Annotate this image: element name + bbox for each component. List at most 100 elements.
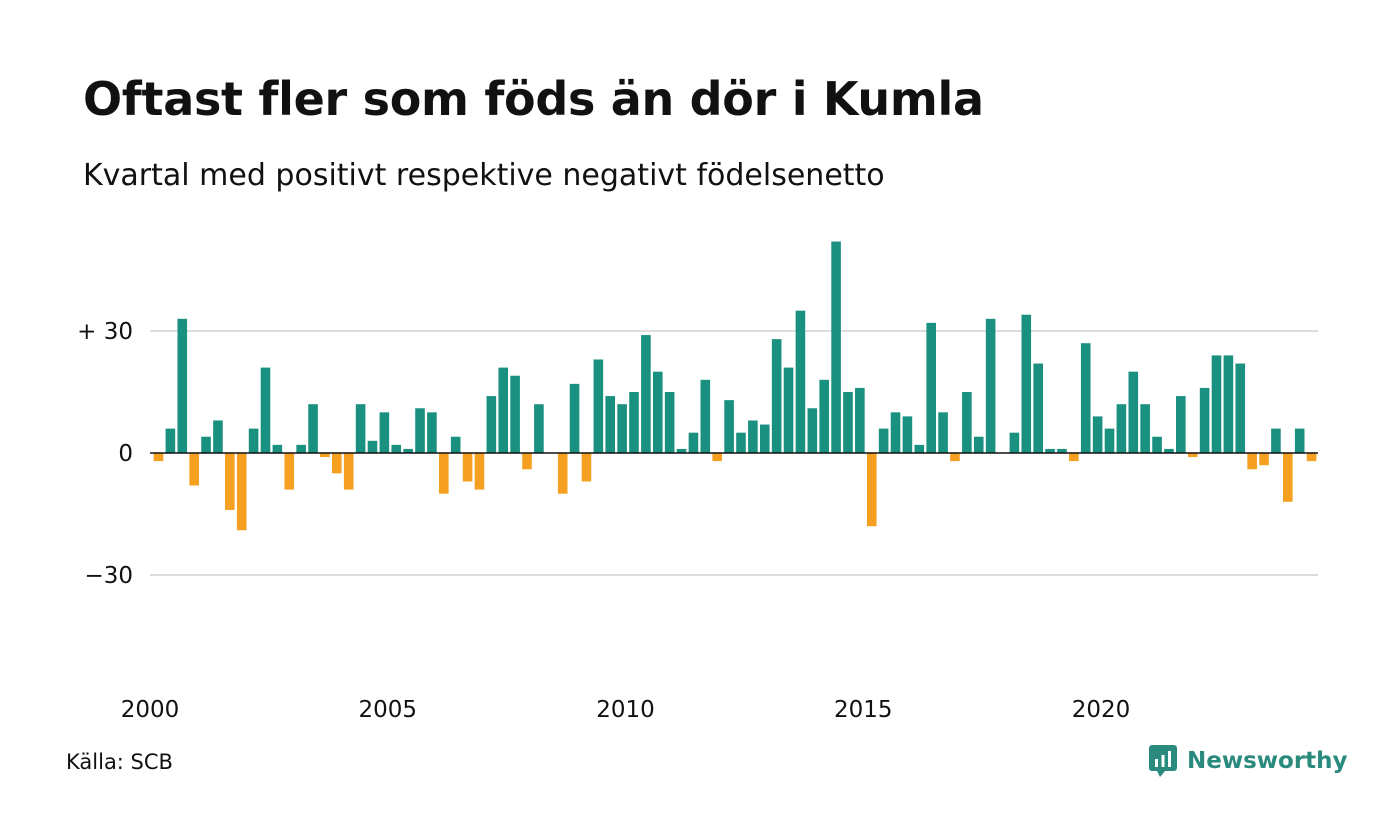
bar-2020K2 [1116,404,1127,453]
bar-2019K3 [1080,343,1091,453]
bar-2017K1 [962,392,972,453]
bar-2007K1 [486,396,497,453]
bar-2013K1 [771,339,782,453]
bar-2002K2 [260,367,271,453]
bar-2018K2 [1021,314,1032,453]
bar-2006K3 [462,453,473,482]
bar-2019K1 [1057,448,1067,453]
x-tick-label: 2015 [834,697,893,723]
bar-2016K2 [926,322,936,453]
bar-2016K3 [938,412,948,453]
bar-2022K3 [1223,355,1234,453]
bar-2003K3 [320,453,330,458]
bar-2016K1 [914,444,925,453]
bar-2020K3 [1128,371,1139,453]
bar-2012K3 [748,420,758,453]
x-axis-ticks: 2000 2005 2010 2015 2020 [121,697,1131,723]
bar-2006K4 [474,453,485,490]
bar-2022K1 [1199,387,1210,453]
bar-2009K1 [581,453,592,482]
bar-2009K4 [617,404,627,453]
bar-2000K2 [165,428,176,453]
bar-2000K1 [153,453,164,462]
bar-2005K1 [391,444,402,453]
bar-2003K4 [332,453,342,474]
bar-2020K1 [1104,428,1115,453]
bar-2021K1 [1152,436,1162,453]
y-tick-label: + 30 [77,319,133,345]
y-tick-label: 0 [118,441,133,467]
bar-2015K2 [878,428,889,453]
x-tick-label: 2000 [121,697,180,723]
bar-2013K4 [807,408,818,453]
bar-2007K3 [510,375,520,453]
bar-2001K4 [236,453,247,531]
bar-2004K4 [379,412,390,453]
bar-2006K2 [450,436,461,453]
brand-name: Newsworthy [1187,748,1348,774]
bar-2018K1 [1009,432,1020,453]
bar-2015K3 [890,412,901,453]
source-note: Källa: SCB [66,750,173,774]
bar-2012K2 [736,432,746,453]
bar-2000K4 [189,453,199,486]
bar-2010K1 [629,392,639,453]
bar-2011K2 [688,432,699,453]
bar-2014K3 [843,392,853,453]
bar-2015K4 [902,416,913,453]
bar-2014K2 [831,241,841,453]
bar-2007K4 [522,453,532,470]
bar-2005K4 [427,412,437,453]
bar-2023K3 [1271,428,1281,453]
bar-2005K2 [403,448,413,453]
brand-logo: Newsworthy [1148,744,1348,778]
newsworthy-logo-icon [1149,745,1177,777]
bar-2021K3 [1176,396,1186,453]
bar-2019K2 [1069,453,1079,462]
bar-2023K1 [1247,453,1257,470]
y-tick-label: −30 [84,563,133,589]
bar-2005K3 [415,408,425,453]
bar-2008K4 [569,383,580,453]
bar-2001K1 [201,436,211,453]
bar-2002K3 [272,444,283,453]
bar-2017K2 [973,436,984,453]
bar-2011K1 [676,448,687,453]
bar-2021K2 [1164,448,1174,453]
bar-2001K2 [213,420,223,453]
bar-2013K3 [795,310,806,453]
bar-2007K2 [498,367,509,453]
chart-title: Oftast fler som föds än dör i Kumla [83,72,984,126]
x-tick-label: 2020 [1072,697,1131,723]
bar-2004K2 [355,404,366,453]
bar-2010K2 [641,335,651,453]
bar-2009K3 [605,396,616,453]
bar-2012K4 [759,424,770,453]
bar-2011K4 [712,453,723,462]
bar-2003K2 [308,404,318,453]
y-axis-ticks: + 30 0 −30 [77,319,133,589]
bar-2022K2 [1211,355,1222,453]
bar-2001K3 [225,453,235,510]
bar-2011K3 [700,379,711,453]
bar-2000K3 [177,318,188,453]
bar-2014K4 [855,387,865,453]
bar-2024K1 [1294,428,1305,453]
bar-2017K3 [985,318,996,453]
bar-2004K1 [343,453,354,490]
bar-2014K1 [819,379,829,453]
bar-2010K4 [664,392,675,453]
bar-2008K3 [557,453,568,494]
bar-2013K2 [783,367,794,453]
bar-2023K4 [1283,453,1293,502]
bar-2002K4 [284,453,295,490]
bar-2002K1 [248,428,259,453]
bar-2004K3 [367,440,378,453]
bar-2019K4 [1092,416,1103,453]
bar-2022K4 [1235,363,1246,453]
bars [153,241,1317,531]
grid-lines [150,330,1318,576]
x-tick-label: 2005 [358,697,417,723]
bar-2008K1 [534,404,544,453]
